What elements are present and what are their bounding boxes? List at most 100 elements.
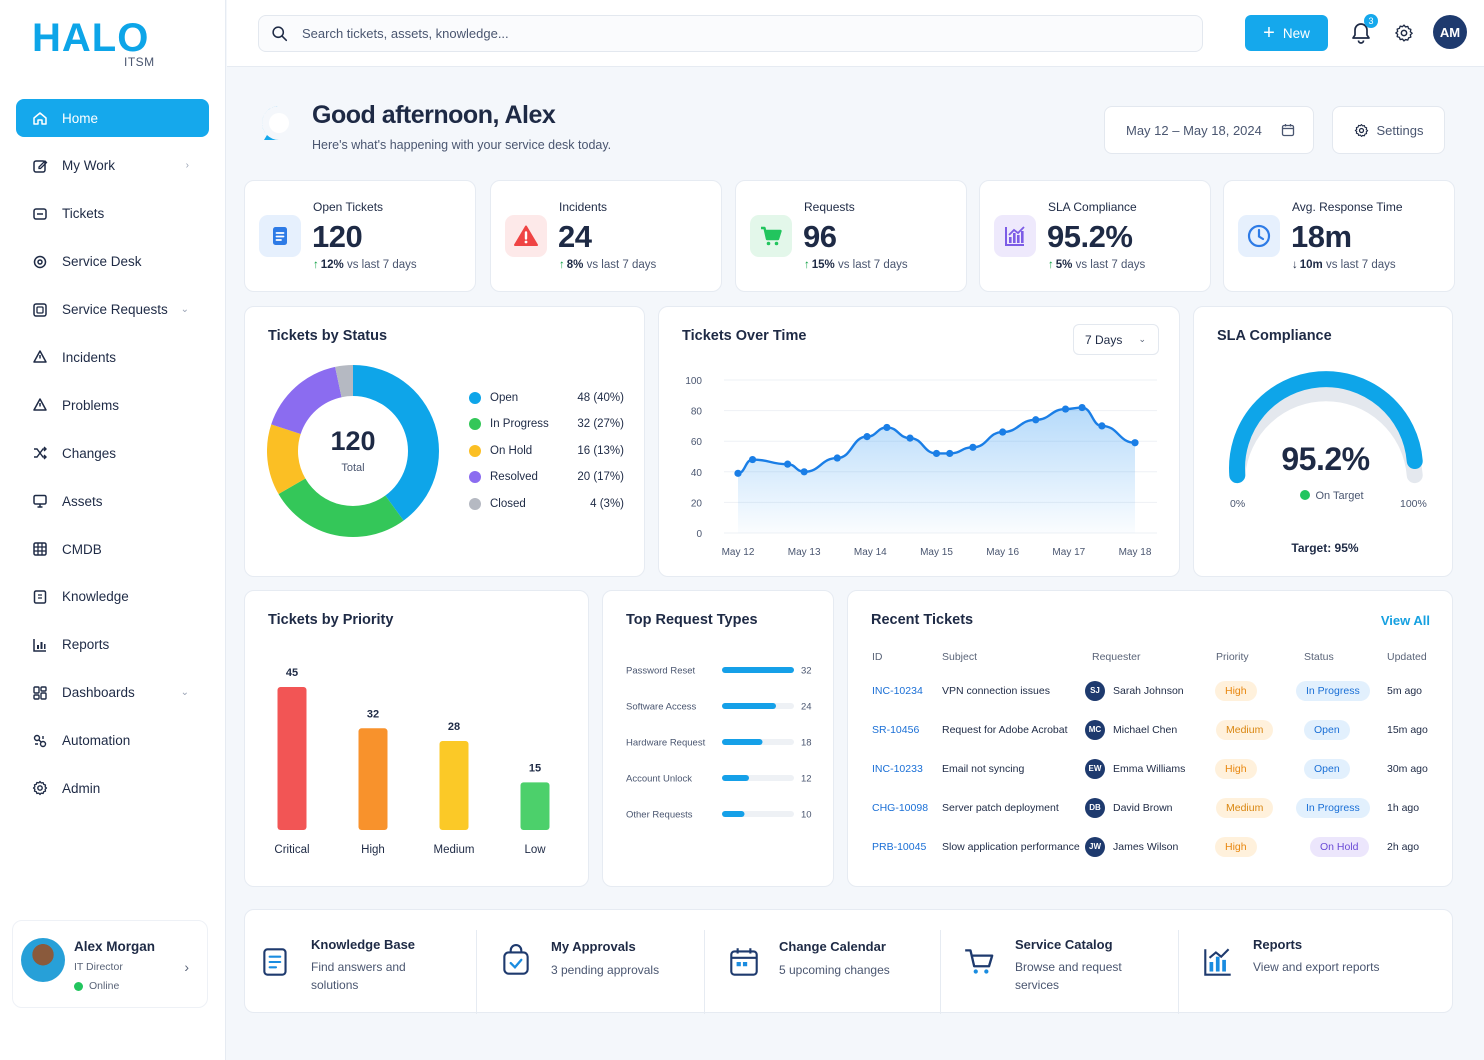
updated-time: 2h ago xyxy=(1387,841,1420,853)
data-point[interactable] xyxy=(999,428,1007,436)
sidebar-item-home[interactable]: Home xyxy=(16,99,209,137)
sidebar-item-knowledge[interactable]: Knowledge xyxy=(16,578,209,616)
kpi-card-sla-compliance[interactable]: SLA Compliance 95.2% ↑ 5% vs last 7 days xyxy=(979,180,1211,292)
search-bar[interactable] xyxy=(258,15,1203,52)
quick-link-reports[interactable]: Reports View and export reports xyxy=(1200,910,1400,1014)
donut-slice-closed[interactable] xyxy=(335,365,353,398)
sidebar-item-reports[interactable]: Reports xyxy=(16,626,209,664)
sidebar-item-label: Changes xyxy=(62,445,117,461)
sidebar-item-admin[interactable]: Admin xyxy=(16,769,209,807)
data-point[interactable] xyxy=(784,460,792,468)
sidebar-item-dashboards[interactable]: Dashboards ⌄ xyxy=(16,674,209,712)
sidebar-item-problems[interactable]: Problems xyxy=(16,386,209,424)
sidebar-nav: Home My Work › Tickets Service Desk Service R… xyxy=(16,99,209,817)
sidebar-item-changes[interactable]: Changes xyxy=(16,434,209,472)
sidebar-item-automation[interactable]: Automation xyxy=(16,722,209,760)
sidebar-item-incidents[interactable]: Incidents xyxy=(16,338,209,376)
data-point[interactable] xyxy=(1131,439,1139,447)
kpi-card-requests[interactable]: Requests 96 ↑ 15% vs last 7 days xyxy=(735,180,967,292)
request-type-bar[interactable] xyxy=(722,739,763,745)
table-row[interactable]: PRB-10045 Slow application performance JW J… xyxy=(848,828,1454,866)
request-type-label: Password Reset xyxy=(626,666,696,677)
requester-avatar: MC xyxy=(1085,720,1105,740)
sidebar-item-service-requests[interactable]: Service Requests ⌄ xyxy=(16,291,209,329)
y-tick-label: 60 xyxy=(691,437,703,448)
table-row[interactable]: SR-10456 Request for Adobe Acrobat MC Micha… xyxy=(848,711,1454,749)
donut-slice-on-hold[interactable] xyxy=(267,424,306,494)
quick-link-knowledge-base[interactable]: Knowledge Base Find answers and solutions xyxy=(258,910,458,1014)
chevron-down-icon: ⌄ xyxy=(1138,334,1146,344)
table-row[interactable]: CHG-10098 Server patch deployment DB David … xyxy=(848,789,1454,827)
quick-link-my-approvals[interactable]: My Approvals 3 pending approvals xyxy=(498,910,698,1014)
data-point[interactable] xyxy=(833,454,841,462)
data-point[interactable] xyxy=(734,469,742,477)
sidebar-item-assets[interactable]: Assets xyxy=(16,482,209,520)
request-type-bar[interactable] xyxy=(722,811,745,817)
data-point[interactable] xyxy=(883,423,891,432)
kpi-value: 96 xyxy=(803,219,837,254)
edit-icon xyxy=(33,159,48,173)
request-type-label: Hardware Request xyxy=(626,738,706,749)
bar-value-label: 15 xyxy=(529,762,541,774)
bar-low[interactable] xyxy=(520,782,550,830)
donut-slice-open[interactable] xyxy=(353,365,439,521)
bar-critical[interactable] xyxy=(277,687,307,830)
data-point[interactable] xyxy=(1061,405,1070,413)
sla-gauge xyxy=(1229,371,1423,484)
new-button[interactable]: + New xyxy=(1245,15,1328,51)
bar-high[interactable] xyxy=(358,728,388,830)
settings-button[interactable]: Settings xyxy=(1332,106,1445,154)
chevron-down-icon: ⌄ xyxy=(180,687,189,699)
data-point[interactable] xyxy=(748,455,757,464)
ticket-id-link[interactable]: SR-10456 xyxy=(872,724,920,736)
quick-link-change-calendar[interactable]: Change Calendar 5 upcoming changes xyxy=(726,910,926,1014)
data-point[interactable] xyxy=(863,433,871,441)
legend-item: In Progress 32 (27%) xyxy=(469,418,624,431)
legend-label: On Hold xyxy=(490,444,533,457)
user-profile-card[interactable]: Alex Morgan IT Director Online › xyxy=(12,920,208,1008)
ticket-id-link[interactable]: PRB-10045 xyxy=(872,841,927,853)
table-row[interactable]: INC-10233 Email not syncing EW Emma William… xyxy=(848,750,1454,788)
date-range-picker[interactable]: May 12 – May 18, 2024 xyxy=(1104,106,1314,154)
sidebar-item-my-work[interactable]: My Work › xyxy=(16,147,209,185)
bar-medium[interactable] xyxy=(439,741,469,830)
data-point[interactable] xyxy=(906,434,914,442)
request-type-bar[interactable] xyxy=(722,667,794,673)
view-all-link[interactable]: View All xyxy=(1380,613,1430,628)
request-type-bar[interactable] xyxy=(722,703,776,709)
ticket-id-link[interactable]: INC-10234 xyxy=(872,685,923,697)
ticket-id-link[interactable]: CHG-10098 xyxy=(872,802,929,814)
card-title: Recent Tickets xyxy=(871,612,974,628)
legend-label: Closed xyxy=(490,497,526,510)
kpi-delta-text: vs last 7 days xyxy=(837,259,908,271)
sidebar-item-cmdb[interactable]: CMDB xyxy=(16,530,209,568)
quick-link-service-catalog[interactable]: Service Catalog Browse and request servic… xyxy=(962,910,1162,1014)
donut-slice-resolved[interactable] xyxy=(271,366,342,435)
table-row[interactable]: INC-10234 VPN connection issues SJ Sarah Jo… xyxy=(848,672,1454,710)
chevron-right-icon[interactable]: › xyxy=(184,959,189,975)
data-point[interactable] xyxy=(800,468,808,476)
ticket-id-link[interactable]: INC-10233 xyxy=(872,763,923,775)
sidebar-item-service-desk[interactable]: Service Desk xyxy=(16,243,209,281)
search-input[interactable] xyxy=(302,26,1102,41)
donut-slice-in-progress[interactable] xyxy=(278,478,404,538)
data-point[interactable] xyxy=(969,443,977,451)
request-type-bar[interactable] xyxy=(722,775,749,781)
data-point[interactable] xyxy=(1098,422,1106,430)
legend-swatch xyxy=(469,392,481,404)
time-range-select[interactable]: 7 Days ⌄ xyxy=(1073,324,1159,355)
user-avatar[interactable]: AM xyxy=(1433,15,1467,49)
data-point[interactable] xyxy=(1032,416,1040,424)
data-point[interactable] xyxy=(1078,403,1086,412)
kpi-card-incidents[interactable]: Incidents 24 ↑ 8% vs last 7 days xyxy=(490,180,722,292)
kpi-card-avg-response-time[interactable]: Avg. Response Time 18m ↓ 10m vs last 7 days xyxy=(1223,180,1455,292)
data-point[interactable] xyxy=(946,449,954,458)
data-point[interactable] xyxy=(932,449,941,458)
kpi-label: Avg. Response Time xyxy=(1292,200,1403,214)
bar-value-label: 28 xyxy=(448,721,460,733)
logo[interactable]: HALO ITSM xyxy=(32,18,154,69)
donut-center-value: 120 xyxy=(330,426,376,456)
kpi-card-open-tickets[interactable]: Open Tickets 120 ↑ 12% vs last 7 days xyxy=(244,180,476,292)
sidebar-item-tickets[interactable]: Tickets xyxy=(16,195,209,233)
settings-gear-icon[interactable] xyxy=(1394,23,1414,43)
